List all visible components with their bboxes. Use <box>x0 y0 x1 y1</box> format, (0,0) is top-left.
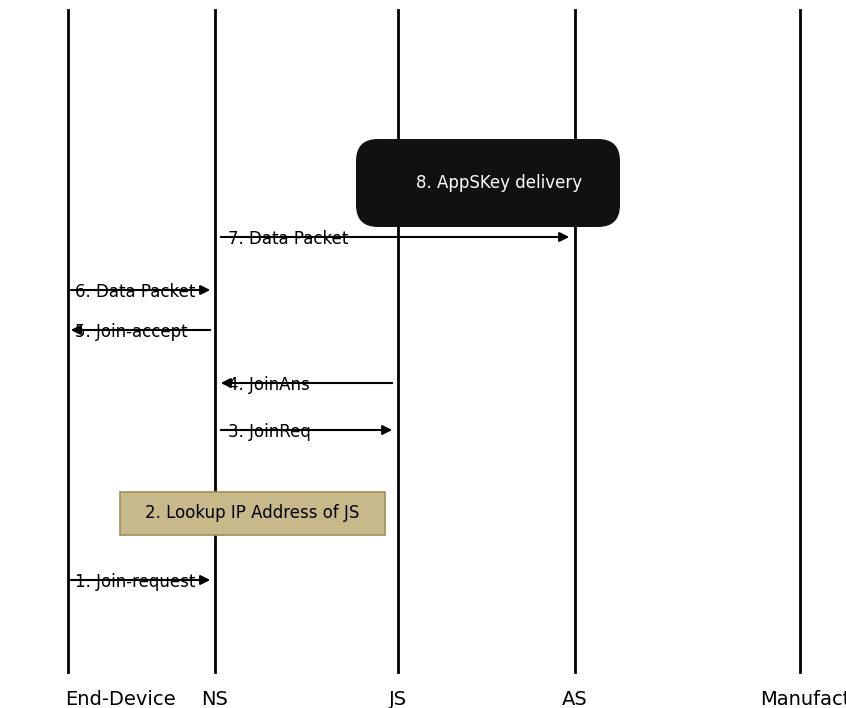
Text: 7. Data Packet: 7. Data Packet <box>228 230 349 248</box>
Text: 2. Lookup IP Address of JS: 2. Lookup IP Address of JS <box>146 505 360 523</box>
Text: 1. Join-request: 1. Join-request <box>75 573 195 591</box>
Text: AS: AS <box>562 690 588 708</box>
Ellipse shape <box>576 161 620 205</box>
Text: 6. Data Packet: 6. Data Packet <box>75 283 195 301</box>
Text: End-Device: End-Device <box>65 690 176 708</box>
Text: Manufacturer: Manufacturer <box>760 690 846 708</box>
Text: 5. Join-accept: 5. Join-accept <box>75 323 188 341</box>
Text: NS: NS <box>201 690 228 708</box>
Ellipse shape <box>356 161 400 205</box>
Text: 3. JoinReq: 3. JoinReq <box>228 423 310 441</box>
Text: 8. AppSKey delivery: 8. AppSKey delivery <box>416 174 582 192</box>
FancyBboxPatch shape <box>356 139 620 227</box>
Bar <box>378 161 598 205</box>
Text: JS: JS <box>389 690 407 708</box>
FancyBboxPatch shape <box>120 492 385 535</box>
Text: 4. JoinAns: 4. JoinAns <box>228 376 310 394</box>
